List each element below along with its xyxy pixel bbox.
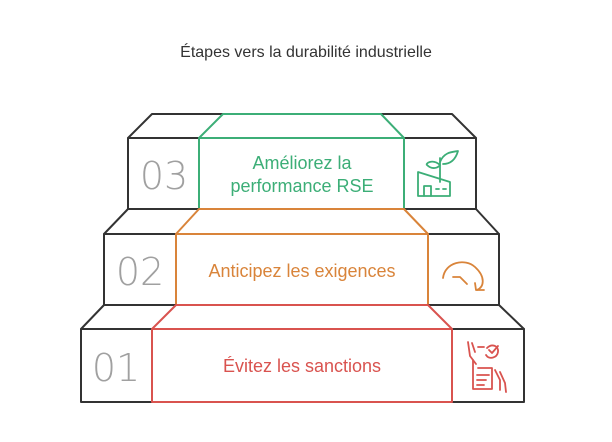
step-2-top-face xyxy=(103,208,500,235)
step-1-label: Évitez les sanctions xyxy=(223,356,381,376)
step-3-highlight-top xyxy=(198,113,405,139)
step-3-number: 03 xyxy=(140,154,188,198)
step-1-highlight-front xyxy=(151,328,453,403)
step-1 xyxy=(80,304,525,403)
step-2-label: Anticipez les exigences xyxy=(208,261,395,281)
diagram-title: Étapes vers la durabilité industrielle xyxy=(180,44,432,61)
circular-arrow-icon xyxy=(442,261,485,291)
checklist-hands-icon xyxy=(467,341,507,393)
step-3-label-line-2: performance RSE xyxy=(230,176,373,196)
step-2-highlight-top xyxy=(175,208,429,235)
green-factory-plant-icon xyxy=(417,150,459,197)
step-3-label-line-1: Améliorez la xyxy=(252,153,352,173)
step-2-number: 02 xyxy=(116,250,164,294)
step-3-top-face xyxy=(127,113,477,139)
step-3-highlight-front xyxy=(198,137,405,210)
step-1-number: 01 xyxy=(92,346,140,390)
step-1-top-face xyxy=(80,304,525,330)
step-1-highlight-top xyxy=(151,304,453,330)
